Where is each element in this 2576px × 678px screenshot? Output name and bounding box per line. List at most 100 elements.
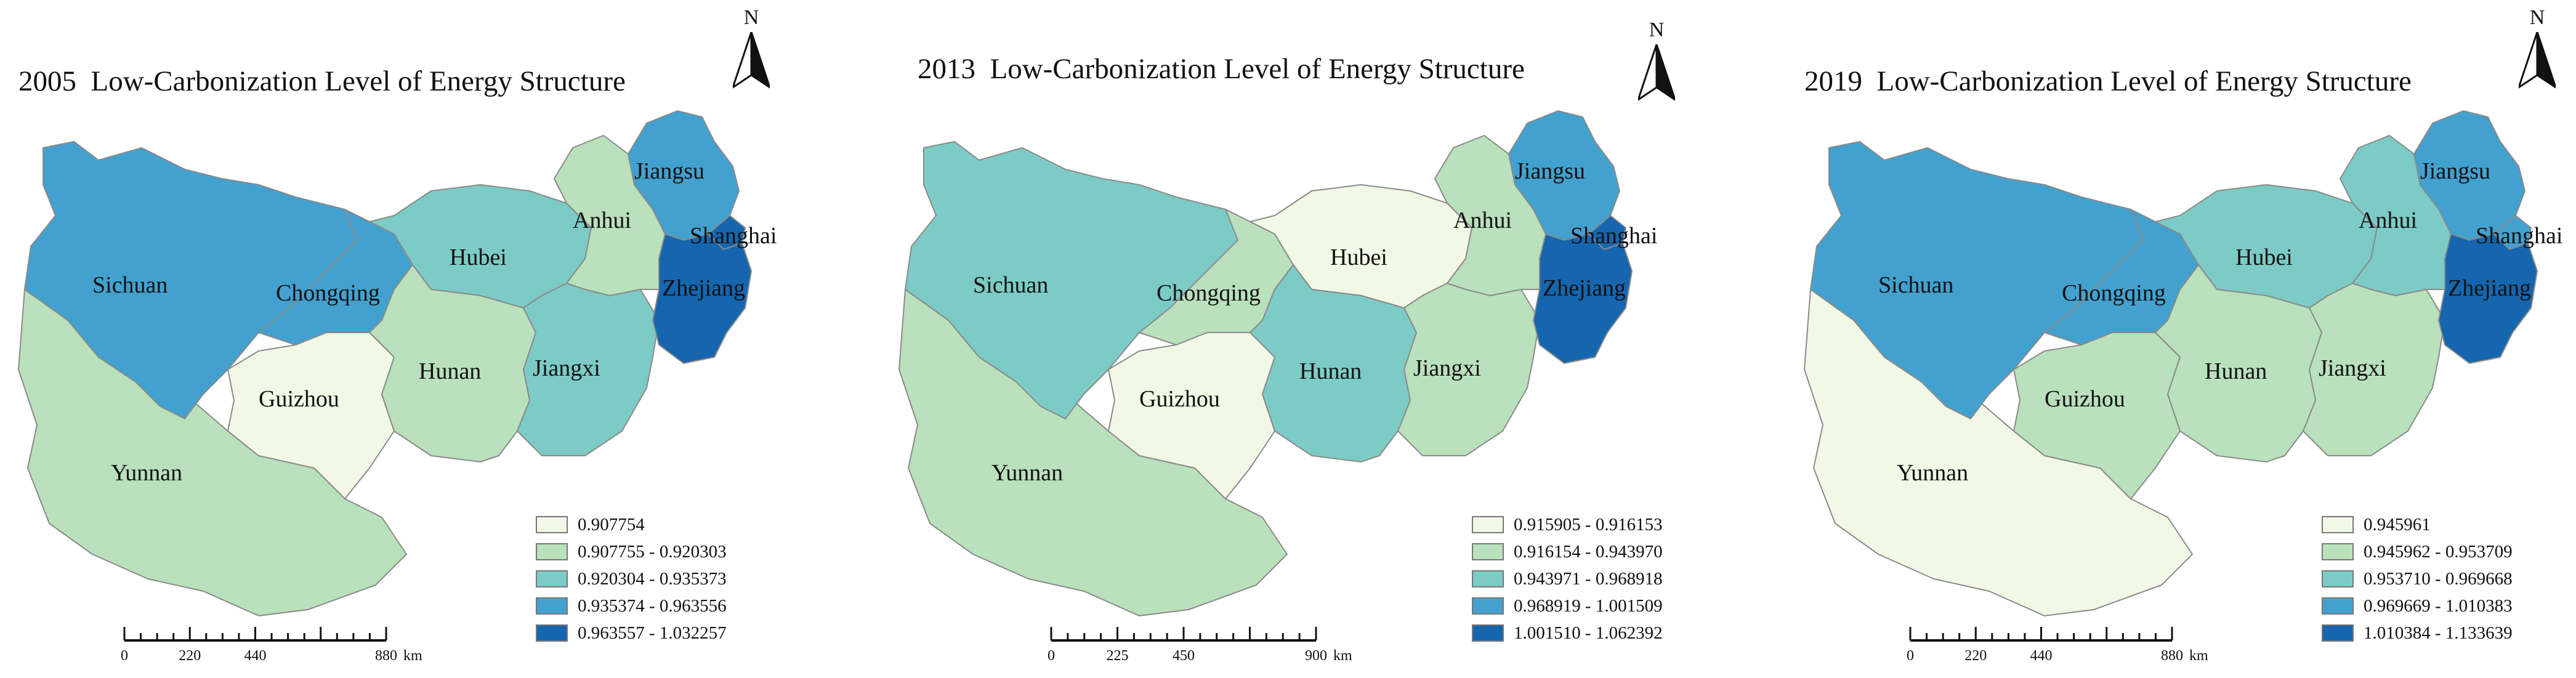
legend-swatch bbox=[536, 516, 568, 533]
legend-swatch bbox=[2322, 543, 2354, 560]
label-hubei: Hubei bbox=[450, 244, 507, 270]
legend-label: 0.945962 - 0.953709 bbox=[2364, 541, 2513, 562]
legend-label: 1.010384 - 1.133639 bbox=[2364, 623, 2513, 643]
north-arrow-icon: N bbox=[727, 6, 776, 89]
north-label: N bbox=[743, 6, 759, 29]
choropleth-map: Sichuan Chongqing Yunnan Guizhou Hubei Hunan J… bbox=[18, 110, 777, 616]
scale-tick-label: 225 bbox=[1106, 648, 1129, 664]
legend-label: 0.916154 - 0.943970 bbox=[1514, 541, 1663, 562]
label-guizhou: Guizhou bbox=[2045, 386, 2125, 412]
label-anhui: Anhui bbox=[573, 208, 631, 233]
legend-label: 0.953710 - 0.969668 bbox=[2364, 568, 2513, 589]
legend-swatch bbox=[536, 597, 568, 615]
province-zhejiang bbox=[1533, 233, 1633, 364]
scale-tick-label: 880 bbox=[2161, 648, 2183, 664]
legend-label: 0.920304 - 0.935373 bbox=[578, 568, 727, 589]
scale-unit: km bbox=[403, 648, 422, 664]
map-title: 2013 Low-Carbonization Level of Energy S… bbox=[918, 53, 1525, 85]
label-sichuan: Sichuan bbox=[1878, 272, 1953, 298]
choropleth-map: Sichuan Chongqing Yunnan Guizhou Hubei Hunan J… bbox=[1804, 110, 2562, 616]
legend-item: 0.920304 - 0.935373 bbox=[536, 565, 727, 592]
province-jiangsu bbox=[2413, 110, 2526, 241]
legend-item: 0.968919 - 1.001509 bbox=[1472, 592, 1663, 619]
scale-bar: 0 220 440 880 km bbox=[121, 622, 459, 671]
legend-swatch bbox=[2322, 624, 2354, 642]
scale-unit: km bbox=[2189, 648, 2208, 664]
scale-tick-label: 450 bbox=[1173, 648, 1195, 664]
north-arrow-icon: N bbox=[1632, 18, 1681, 101]
legend-label: 0.943971 - 0.968918 bbox=[1514, 568, 1663, 589]
scale-tick-label: 220 bbox=[179, 648, 201, 664]
label-shanghai: Shanghai bbox=[2476, 223, 2562, 249]
scale-tick-label: 0 bbox=[1907, 648, 1914, 664]
label-yunnan: Yunnan bbox=[1897, 460, 1968, 486]
legend-label: 1.001510 - 1.062392 bbox=[1514, 623, 1663, 643]
legend-item: 0.945962 - 0.953709 bbox=[2322, 538, 2513, 565]
province-zhejiang bbox=[652, 233, 752, 364]
label-anhui: Anhui bbox=[2359, 208, 2417, 233]
legend-swatch bbox=[536, 543, 568, 560]
legend: 0.907754 0.907755 - 0.920303 0.920304 - 0.… bbox=[536, 511, 727, 647]
scale-tick-label: 440 bbox=[2030, 648, 2053, 664]
label-yunnan: Yunnan bbox=[991, 460, 1063, 486]
map-panel-3: Sichuan Chongqing Yunnan Guizhou Hubei Hunan J… bbox=[1786, 0, 2576, 678]
scale-tick-label: 0 bbox=[121, 648, 128, 664]
north-arrow-icon: N bbox=[2513, 6, 2562, 89]
province-jiangsu bbox=[1508, 110, 1620, 241]
map-title: 2005 Low-Carbonization Level of Energy S… bbox=[18, 65, 626, 97]
label-hunan: Hunan bbox=[2205, 358, 2267, 384]
legend-label: 0.935374 - 0.963556 bbox=[578, 595, 727, 616]
legend-swatch bbox=[2322, 597, 2354, 615]
legend-swatch bbox=[536, 570, 568, 587]
label-zhejiang: Zhejiang bbox=[662, 275, 745, 301]
label-hubei: Hubei bbox=[2235, 244, 2293, 270]
legend-label: 0.907754 bbox=[578, 514, 645, 535]
legend-item: 0.953710 - 0.969668 bbox=[2322, 565, 2513, 592]
legend-item: 0.963557 - 1.032257 bbox=[536, 619, 727, 647]
label-anhui: Anhui bbox=[1453, 208, 1512, 233]
map-panel-2: Sichuan Chongqing Yunnan Guizhou Hubei Hunan J… bbox=[881, 0, 1681, 678]
legend-swatch bbox=[536, 624, 568, 642]
label-chongqing: Chongqing bbox=[1157, 280, 1261, 306]
label-zhejiang: Zhejiang bbox=[1543, 275, 1626, 301]
legend-label: 0.945961 bbox=[2364, 514, 2431, 535]
legend-label: 0.969669 - 1.010383 bbox=[2364, 595, 2513, 616]
label-guizhou: Guizhou bbox=[1139, 386, 1220, 412]
choropleth-map: Sichuan Chongqing Yunnan Guizhou Hubei Hunan J… bbox=[898, 110, 1657, 616]
scale-tick-label: 900 bbox=[1305, 648, 1327, 664]
north-label: N bbox=[1649, 18, 1665, 41]
legend-item: 0.935374 - 0.963556 bbox=[536, 592, 727, 619]
label-jiangsu: Jiangsu bbox=[1515, 158, 1585, 184]
label-chongqing: Chongqing bbox=[2062, 280, 2166, 306]
legend-item: 0.915905 - 0.916153 bbox=[1472, 511, 1663, 538]
legend-item: 1.010384 - 1.133639 bbox=[2322, 619, 2513, 647]
label-sichuan: Sichuan bbox=[92, 272, 168, 298]
label-zhejiang: Zhejiang bbox=[2448, 275, 2531, 301]
province-zhejiang bbox=[2438, 233, 2538, 364]
label-shanghai: Shanghai bbox=[690, 223, 777, 249]
map-title: 2019 Low-Carbonization Level of Energy S… bbox=[1804, 65, 2412, 97]
scale-tick-label: 880 bbox=[375, 648, 397, 664]
legend-swatch bbox=[1472, 597, 1504, 615]
legend-item: 0.945961 bbox=[2322, 511, 2513, 538]
legend-label: 0.968919 - 1.001509 bbox=[1514, 595, 1663, 616]
scale-tick-label: 0 bbox=[1048, 648, 1055, 664]
label-jiangxi: Jiangxi bbox=[2319, 355, 2386, 381]
legend-swatch bbox=[2322, 570, 2354, 587]
label-chongqing: Chongqing bbox=[276, 280, 380, 306]
scale-bar: 0 225 450 900 km bbox=[1048, 622, 1389, 671]
map-panel-1: Sichuan Chongqing Yunnan Guizhou Hubei Hunan J… bbox=[0, 0, 801, 678]
legend-swatch bbox=[1472, 624, 1504, 642]
legend-swatch bbox=[2322, 516, 2354, 533]
legend-item: 0.943971 - 0.968918 bbox=[1472, 565, 1663, 592]
scale-unit: km bbox=[1333, 648, 1352, 664]
label-jiangsu: Jiangsu bbox=[634, 158, 705, 184]
label-yunnan: Yunnan bbox=[111, 460, 182, 486]
label-guizhou: Guizhou bbox=[259, 386, 339, 412]
legend-label: 0.907755 - 0.920303 bbox=[578, 541, 727, 562]
north-label: N bbox=[2529, 6, 2545, 29]
label-shanghai: Shanghai bbox=[1570, 223, 1657, 249]
province-jiangsu bbox=[628, 110, 740, 241]
legend: 0.945961 0.945962 - 0.953709 0.953710 - 0.… bbox=[2322, 511, 2513, 647]
label-jiangxi: Jiangxi bbox=[1413, 355, 1481, 381]
